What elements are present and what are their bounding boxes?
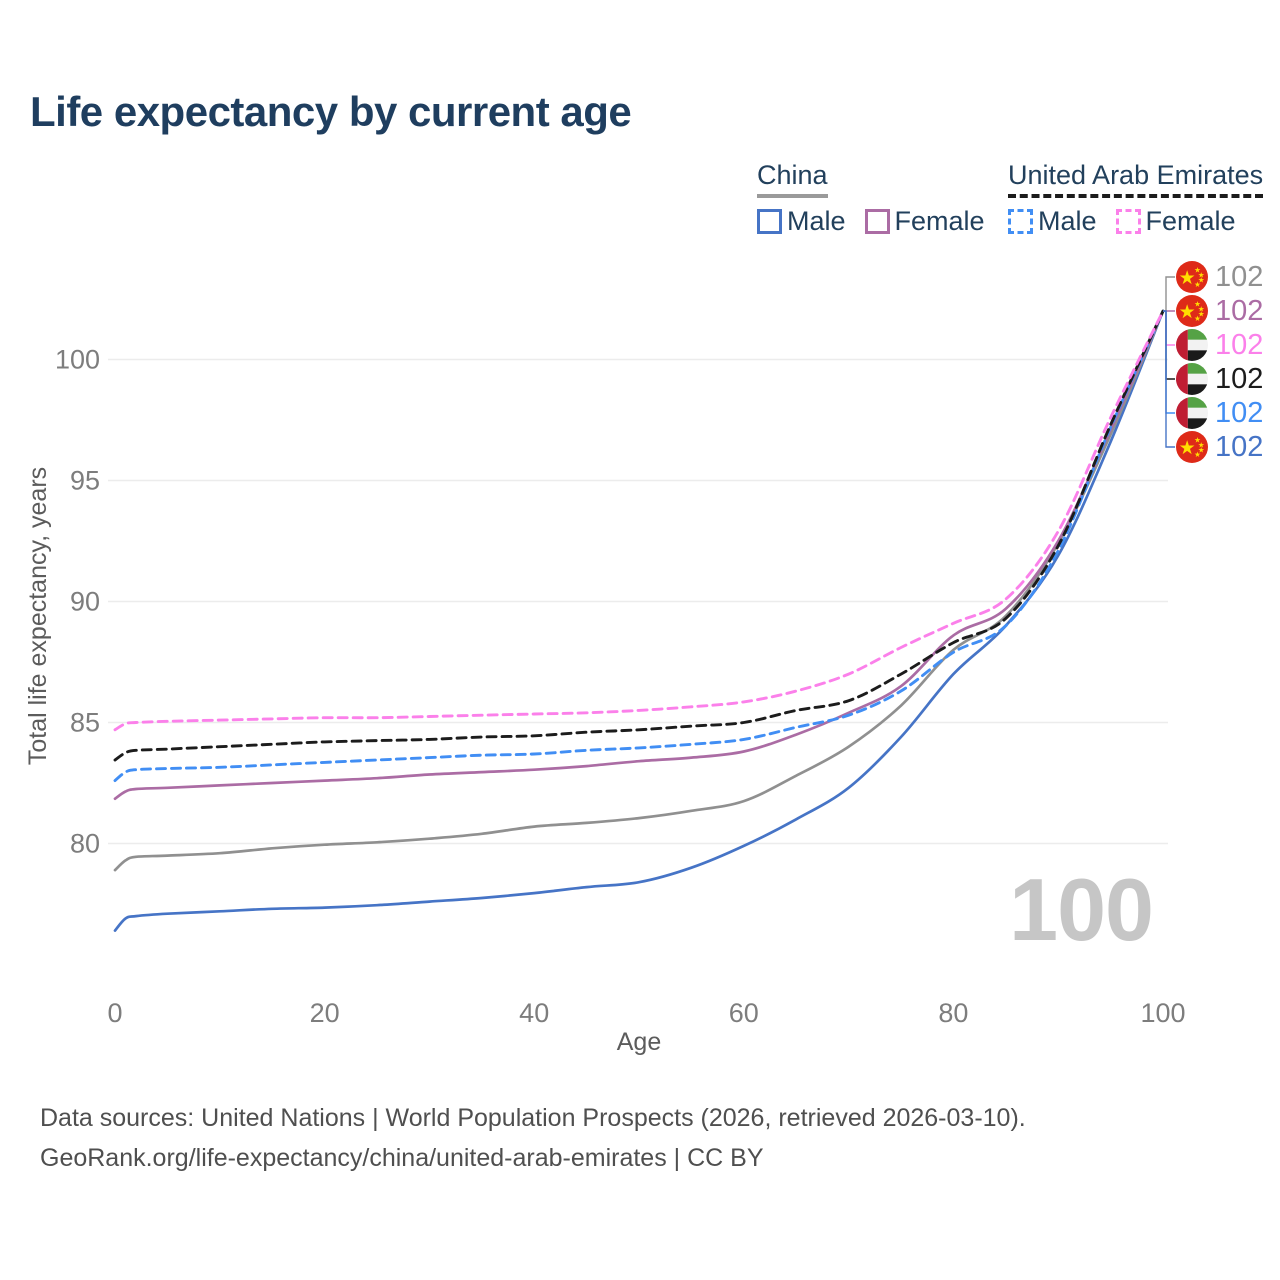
chart-title: Life expectancy by current age <box>30 88 632 135</box>
x-tick-label: 0 <box>107 998 122 1028</box>
series-line-china-all[interactable] <box>113 309 1165 872</box>
y-tick-label: 95 <box>70 466 100 496</box>
y-tick-label: 90 <box>70 587 100 617</box>
legend-group-uae: United Arab Emirates Male Female <box>1008 160 1264 237</box>
x-tick-label: 60 <box>729 998 759 1028</box>
svg-text:★: ★ <box>1198 309 1205 318</box>
x-tick-label: 40 <box>519 998 549 1028</box>
y-tick-label: 85 <box>70 708 100 738</box>
svg-text:★: ★ <box>1194 266 1201 275</box>
end-label-row-uae-male: 102 <box>1176 396 1263 430</box>
china-flag-icon: ★★★★★ <box>1176 261 1208 293</box>
legend-swatch-china-female <box>864 208 890 234</box>
end-label-row-china-female: ★ ★ ★ ★ ★ 102 <box>1176 294 1263 328</box>
end-label-connector <box>1163 310 1175 346</box>
svg-text:★: ★ <box>1198 271 1205 280</box>
watermark-age-label: 100 <box>1009 860 1154 959</box>
series-line-uae-male[interactable] <box>113 309 1165 783</box>
svg-text:★: ★ <box>1198 445 1205 454</box>
uae-flag-icon <box>1176 329 1208 361</box>
end-label-row-uae-female: 102 <box>1176 328 1263 362</box>
svg-text:★: ★ <box>1194 314 1201 323</box>
end-label-value: 102 <box>1215 328 1264 361</box>
svg-text:★: ★ <box>1194 436 1201 445</box>
end-label-connector <box>1163 310 1175 414</box>
uae-flag-icon <box>1176 397 1208 429</box>
end-label-row-china-all: ★ ★ ★ ★ ★ 102 <box>1176 260 1263 294</box>
end-label-value: 102 <box>1215 362 1264 395</box>
end-label-connector <box>1163 310 1175 448</box>
legend-label-china-female: Female <box>894 205 985 236</box>
legend-item-uae-male[interactable]: Male <box>1008 206 1097 237</box>
legend-country-uae: United Arab Emirates <box>1008 160 1264 198</box>
series-line-china-female[interactable] <box>113 309 1165 801</box>
legend-item-uae-female[interactable]: Female <box>1115 205 1236 237</box>
x-axis-title: Age <box>617 1028 661 1056</box>
legend-group-china: China Male Female <box>757 160 985 237</box>
series-line-uae-all[interactable] <box>113 309 1165 762</box>
series-line-china-male[interactable] <box>113 309 1165 932</box>
end-labels: ★ ★ ★ ★ ★ 102 ★ ★ ★ ★ ★ 102 102 102 102 ★ ★ ★ ★ ★ 102 <box>1176 0 1280 600</box>
svg-text:★: ★ <box>1198 305 1205 314</box>
y-axis-title: Total life expectancy, years <box>24 467 52 765</box>
uae-flag-icon <box>1176 363 1208 395</box>
legend-items-uae: Male Female <box>1008 206 1263 237</box>
svg-text:★: ★ <box>1179 302 1196 323</box>
legend-item-china-male[interactable]: Male <box>757 206 846 237</box>
x-tick-label: 100 <box>1140 998 1185 1028</box>
legend-label-china-male: Male <box>787 205 846 236</box>
footer: Data sources: United Nations | World Pop… <box>40 1104 1026 1184</box>
end-label-value: 102 <box>1215 294 1264 327</box>
footer-data-sources: Data sources: United Nations | World Pop… <box>40 1104 1026 1132</box>
x-tick-label: 80 <box>938 998 968 1028</box>
svg-text:★: ★ <box>1179 438 1196 459</box>
svg-text:★: ★ <box>1194 280 1201 289</box>
svg-text:★: ★ <box>1179 268 1196 289</box>
end-label-connector <box>1163 276 1175 312</box>
svg-text:★: ★ <box>1198 441 1205 450</box>
y-tick-label: 80 <box>70 829 100 859</box>
legend-items-china: Male Female <box>757 206 985 237</box>
legend-swatch-uae-female <box>1115 208 1141 234</box>
legend-label-uae-male: Male <box>1038 205 1097 236</box>
end-label-row-uae-all: 102 <box>1176 362 1263 396</box>
end-label-value: 102 <box>1215 260 1264 293</box>
legend-country-china: China <box>757 160 828 198</box>
legend-swatch-uae-male <box>1008 208 1033 234</box>
svg-text:★: ★ <box>1194 300 1201 309</box>
x-tick-label: 20 <box>310 998 340 1028</box>
legend-swatch-china-male <box>757 208 782 234</box>
footer-attribution: GeoRank.org/life-expectancy/china/united… <box>40 1144 764 1172</box>
end-label-row-china-male: ★ ★ ★ ★ ★ 102 <box>1176 430 1263 464</box>
china-flag-icon: ★★★★★ <box>1176 295 1208 327</box>
china-flag-icon: ★★★★★ <box>1176 431 1208 463</box>
end-label-value: 102 <box>1215 430 1264 463</box>
series-line-uae-female[interactable] <box>113 309 1165 732</box>
svg-text:★: ★ <box>1194 450 1201 459</box>
legend-label-uae-female: Female <box>1145 205 1236 236</box>
end-label-value: 102 <box>1215 396 1264 429</box>
legend-item-china-female[interactable]: Female <box>864 205 985 237</box>
y-tick-label: 100 <box>55 345 100 375</box>
svg-text:★: ★ <box>1198 275 1205 284</box>
